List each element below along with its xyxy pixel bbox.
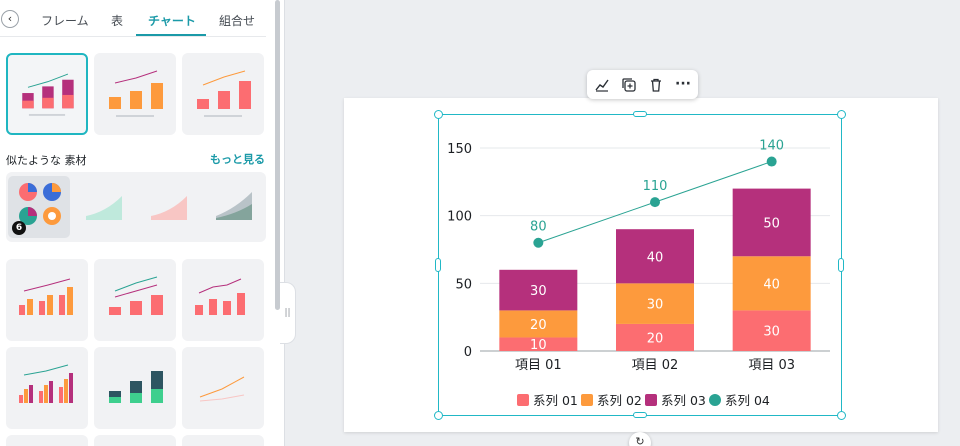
group-count-badge: 6 [12, 221, 26, 235]
tab-frame[interactable]: フレーム [41, 14, 89, 28]
bar-value-label: 20 [647, 331, 664, 346]
x-tick-label: 項目 03 [748, 358, 795, 373]
back-icon[interactable]: ‹ [1, 10, 19, 28]
legend-swatch [517, 394, 529, 406]
bar-value-label: 40 [647, 250, 664, 265]
tabs-divider [0, 36, 266, 37]
chart-template-combo-7[interactable] [6, 435, 88, 446]
resize-handle-right[interactable] [838, 258, 844, 272]
line-point [533, 237, 544, 248]
chart-template-combo-9[interactable] [182, 435, 264, 446]
bar-value-label: 30 [530, 284, 547, 299]
template-thumbnail [197, 70, 251, 117]
legend-label: 系列 04 [725, 393, 770, 408]
template-thumbnail [199, 376, 245, 402]
bar-value-label: 30 [763, 325, 780, 340]
x-tick-label: 項目 01 [515, 358, 562, 373]
chart-template-bar-line-orange[interactable] [94, 53, 176, 135]
template-thumbnail [109, 276, 163, 315]
tab-chart[interactable]: チャート [148, 14, 196, 28]
resize-handle-bottom[interactable] [633, 412, 647, 418]
chart-template-combo-8[interactable] [94, 435, 176, 446]
bar-value-label: 40 [763, 277, 780, 292]
see-more-link[interactable]: もっと見る [210, 153, 265, 166]
tab-combination[interactable]: 組合せ [219, 14, 256, 28]
line-point [650, 197, 660, 208]
active-tab-indicator [136, 34, 206, 36]
resize-handle-top-left[interactable] [434, 110, 443, 119]
bar-segment [499, 310, 578, 338]
left-panel: ‹ フレーム 表 チャート 組合せ 似たような 素材 もっと見る [0, 0, 285, 446]
stacked-bar-line-chart[interactable]: 0 50 100 150 10 20 30 項目 01 20 30 40 項目 02 30 40 50 項目 … [440, 116, 840, 414]
chart-template-stacked-line-selected[interactable] [6, 53, 88, 135]
chart-template-combo-3[interactable] [182, 259, 264, 341]
template-thumbnail [109, 371, 163, 403]
x-tick-label: 項目 02 [632, 358, 679, 373]
duplicate-icon[interactable] [617, 74, 641, 95]
bar-segment [732, 256, 811, 311]
bar-segment [499, 337, 578, 351]
trash-icon[interactable] [644, 74, 668, 95]
template-thumbnail [109, 70, 163, 117]
similar-thumbnails [8, 176, 252, 238]
line-point [766, 156, 777, 167]
template-thumbnail [19, 364, 73, 403]
y-tick-label: 50 [455, 277, 472, 292]
bar-segment [732, 188, 811, 257]
line-value-label: 140 [759, 139, 784, 154]
chart-template-combo-2[interactable] [94, 259, 176, 341]
panel-collapse-handle[interactable]: || [280, 282, 296, 344]
bar-segment [616, 229, 694, 284]
tab-table[interactable]: 表 [111, 14, 124, 28]
legend-label: 系列 02 [597, 393, 642, 408]
bar-segment [616, 323, 694, 351]
chart-template-combo-6[interactable] [182, 347, 264, 429]
more-icon[interactable]: ··· [675, 76, 691, 92]
rotate-icon[interactable]: ↻ [629, 432, 651, 446]
bar-value-label: 10 [530, 338, 547, 353]
chart-template-combo-5[interactable] [94, 347, 176, 429]
resize-handle-bottom-left[interactable] [434, 411, 443, 420]
legend-label: 系列 03 [661, 393, 706, 408]
chart-template-combo-4[interactable] [6, 347, 88, 429]
similar-materials-title: 似たような 素材 [6, 154, 87, 167]
y-tick-label: 0 [464, 345, 472, 360]
chart-edit-icon[interactable] [590, 74, 614, 95]
resize-handle-top[interactable] [633, 111, 647, 117]
legend-label: 系列 01 [533, 393, 578, 408]
element-toolbar: ··· [587, 70, 698, 99]
template-thumbnail [195, 278, 245, 315]
template-thumbnail [19, 278, 73, 315]
bar-segment [616, 283, 694, 324]
legend-swatch [709, 394, 721, 406]
line-value-label: 110 [643, 179, 668, 194]
chart-template-combo-1[interactable] [6, 259, 88, 341]
y-tick-label: 150 [447, 142, 472, 157]
legend-swatch [645, 394, 657, 406]
line-value-label: 80 [530, 220, 547, 235]
panel-scrollbar[interactable] [275, 0, 280, 310]
y-tick-label: 100 [447, 210, 472, 225]
bar-value-label: 30 [647, 298, 664, 313]
resize-handle-top-right[interactable] [837, 110, 846, 119]
similar-materials-strip [6, 172, 266, 242]
resize-handle-bottom-right[interactable] [837, 411, 846, 420]
bar-value-label: 20 [530, 318, 547, 333]
bar-segment [499, 269, 578, 311]
bar-segment [732, 310, 811, 351]
legend-swatch [581, 394, 593, 406]
template-thumbnail [22, 73, 74, 116]
bar-value-label: 50 [763, 216, 780, 231]
resize-handle-left[interactable] [435, 258, 441, 272]
chart-template-bar-line-red[interactable] [182, 53, 264, 135]
